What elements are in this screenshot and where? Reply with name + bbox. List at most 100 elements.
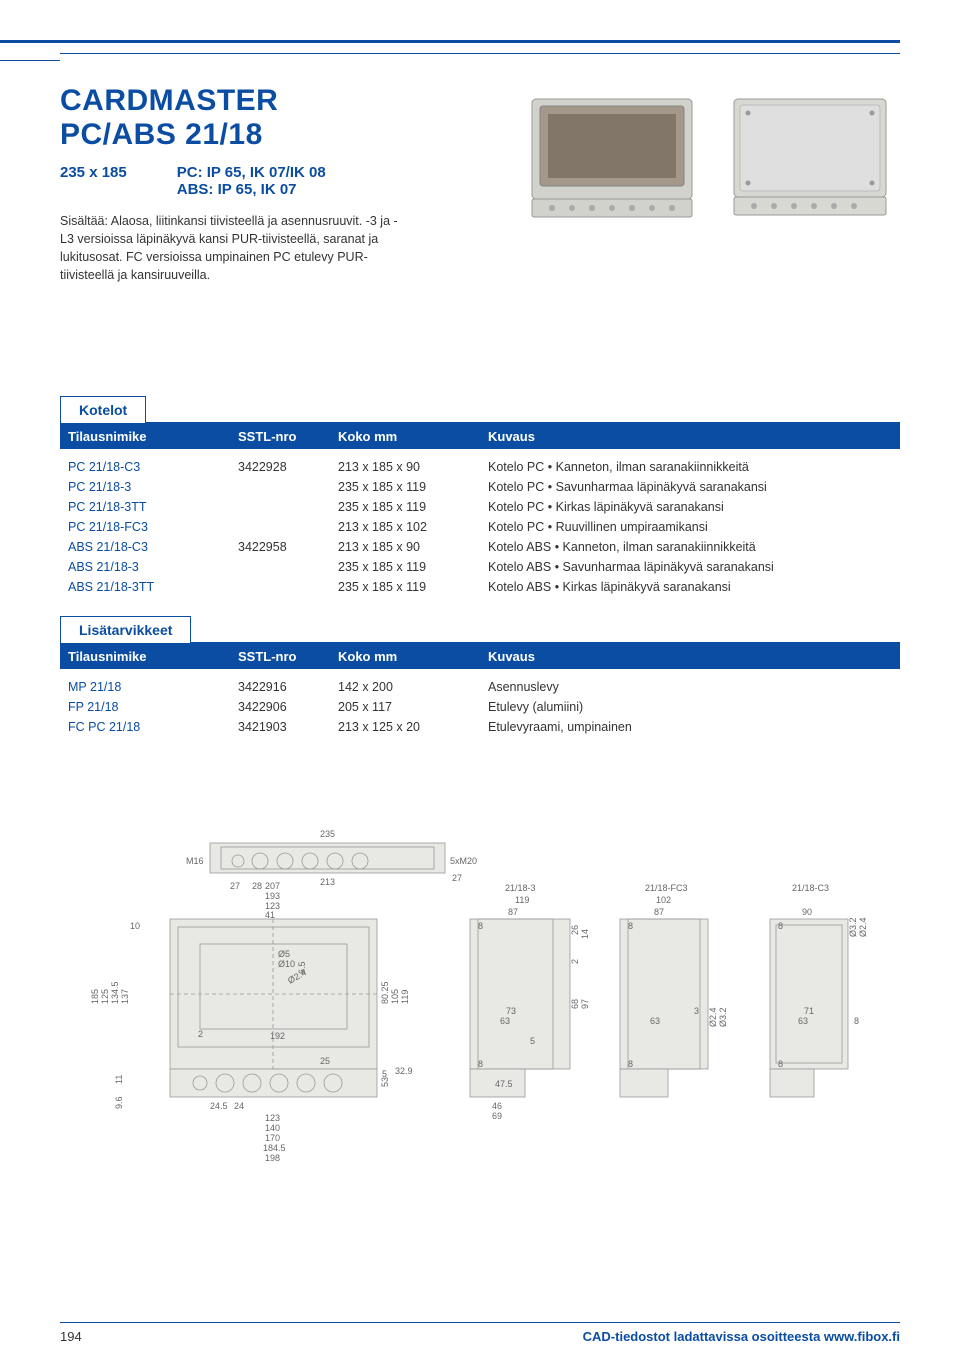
lisatarvikkeet-tab: Lisätarvikkeet — [60, 616, 191, 643]
table-cell: 235 x 185 x 119 — [338, 497, 472, 517]
dim-label: 8 — [628, 921, 633, 931]
table-cell: PC 21/18-C3 — [68, 457, 222, 477]
dim-label: 28 — [252, 881, 262, 891]
spec-dimensions: 235 x 185 — [60, 164, 127, 198]
dim-label: 170 — [265, 1133, 280, 1143]
table-cell: Kotelo ABS • Kanneton, ilman saranakiinn… — [488, 537, 892, 557]
dim-label: 193 — [265, 891, 280, 901]
dim-label: 8 — [854, 1016, 859, 1026]
table-cell: FC PC 21/18 — [68, 717, 222, 737]
dim-label: 80.25 — [380, 981, 390, 1004]
table-cell: Kotelo ABS • Savunharmaa läpinäkyvä sara… — [488, 557, 892, 577]
table-cell: PC 21/18-3 — [68, 477, 222, 497]
table-cell: 213 x 185 x 90 — [338, 537, 472, 557]
dim-label: 63 — [650, 1016, 660, 1026]
kotelot-tab: Kotelot — [60, 396, 146, 423]
table-cell: 3421903 — [238, 717, 322, 737]
dim-label: M16 — [186, 856, 204, 866]
dim-label: 87 — [508, 907, 518, 917]
dim-label: 26 — [570, 924, 580, 934]
lisa-col-nimike: MP 21/18 FP 21/18 FC PC 21/18 — [60, 677, 230, 737]
product-images — [522, 84, 900, 285]
dim-label: 2 — [570, 958, 580, 963]
table-cell: Kotelo PC • Savunharmaa läpinäkyvä saran… — [488, 477, 892, 497]
table-cell: 3422958 — [238, 537, 322, 557]
table-cell: PC 21/18-FC3 — [68, 517, 222, 537]
table-cell: Etulevy (alumiini) — [488, 697, 892, 717]
table-cell: Etulevyraami, umpinainen — [488, 717, 892, 737]
dim-label: 69 — [492, 1111, 502, 1121]
dim-label: 73 — [506, 1006, 516, 1016]
dim-label: 185 — [90, 988, 100, 1003]
dim-label: 8 — [628, 1059, 633, 1069]
dim-label: Ø5 — [278, 949, 290, 959]
dim-label: Ø2.4 — [708, 1007, 718, 1027]
lisatarvikkeet-table: Tilausnimike SSTL-nro Koko mm Kuvaus MP … — [60, 642, 900, 749]
header-text-block: CARDMASTER PC/ABS 21/18 235 x 185 PC: IP… — [60, 84, 502, 285]
side-label: 21/18-3 — [505, 883, 536, 893]
dim-label: Ø2.4 — [858, 917, 868, 937]
table-cell: 3422906 — [238, 697, 322, 717]
product-title-2: PC/ABS 21/18 — [60, 118, 502, 152]
dim-label: 192 — [270, 1031, 285, 1041]
dim-label: 47.5 — [495, 1079, 513, 1089]
table-cell: 142 x 200 — [338, 677, 472, 697]
table-cell — [238, 497, 322, 517]
dim-label: 102 — [656, 895, 671, 905]
page-number: 194 — [60, 1329, 82, 1344]
table-cell: FP 21/18 — [68, 697, 222, 717]
dim-label: 123 — [265, 1113, 280, 1123]
enclosure-opaque-image — [720, 84, 900, 224]
th-kuvaus: Kuvaus — [480, 644, 900, 669]
dim-label: 25 — [320, 1056, 330, 1066]
th-kuvaus: Kuvaus — [480, 424, 900, 449]
table-cell: ABS 21/18-C3 — [68, 537, 222, 557]
table-cell: ABS 21/18-3TT — [68, 577, 222, 597]
th-koko: Koko mm — [330, 424, 480, 449]
table-cell: 235 x 185 x 119 — [338, 577, 472, 597]
table-cell: Kotelo PC • Kirkas läpinäkyvä saranakans… — [488, 497, 892, 517]
page-footer: 194 CAD-tiedostot ladattavissa osoittees… — [60, 1322, 900, 1344]
product-title-1: CARDMASTER — [60, 84, 502, 118]
spec-pc: PC: IP 65, IK 07/IK 08 — [177, 164, 326, 181]
footer-text: CAD-tiedostot ladattavissa osoitteesta w… — [583, 1329, 900, 1344]
dim-label: 140 — [265, 1123, 280, 1133]
technical-drawings: 235 213 M16 5xM20 27 28 27 — [60, 829, 900, 1192]
dim-label: 24.5 — [210, 1101, 228, 1111]
table-cell: MP 21/18 — [68, 677, 222, 697]
dim-label: 8 — [478, 1059, 483, 1069]
kotelot-section: Kotelot Tilausnimike SSTL-nro Koko mm Ku… — [60, 395, 900, 609]
table-cell — [238, 477, 322, 497]
dim-label: 213 — [320, 877, 335, 887]
dim-label: 90 — [802, 907, 812, 917]
table-cell — [238, 557, 322, 577]
dim-label: 8 — [778, 921, 783, 931]
table-cell: Kotelo PC • Kanneton, ilman saranakiinni… — [488, 457, 892, 477]
table-cell: Kotelo ABS • Kirkas läpinäkyvä saranakan… — [488, 577, 892, 597]
dim-label: 5 — [530, 1036, 535, 1046]
dim-label: Ø3.2 — [718, 1007, 728, 1027]
dim-label: 134.5 — [110, 981, 120, 1004]
kotelot-col-sstl: 3422928 3422958 — [230, 457, 330, 597]
dim-label: 119 — [515, 895, 529, 905]
dim-label: 119 — [400, 989, 410, 1003]
side-label: 21/18-C3 — [792, 883, 829, 893]
table-cell: 3422928 — [238, 457, 322, 477]
dim-label: 53 — [380, 1076, 390, 1086]
table-cell: 213 x 125 x 20 — [338, 717, 472, 737]
dim-label: 10 — [130, 921, 140, 931]
table-cell — [238, 577, 322, 597]
kotelot-table: Tilausnimike SSTL-nro Koko mm Kuvaus PC … — [60, 422, 900, 609]
table-cell: ABS 21/18-3 — [68, 557, 222, 577]
table-cell: Asennuslevy — [488, 677, 892, 697]
th-koko: Koko mm — [330, 644, 480, 669]
lisa-col-koko: 142 x 200 205 x 117 213 x 125 x 20 — [330, 677, 480, 737]
dim-label: 14 — [580, 928, 590, 938]
spec-ratings: PC: IP 65, IK 07/IK 08 ABS: IP 65, IK 07 — [177, 164, 326, 198]
dim-label: 9.6 — [114, 1096, 124, 1109]
dim-label: 32.9 — [395, 1066, 413, 1076]
table-cell: 205 x 117 — [338, 697, 472, 717]
dim-label: 5xM20 — [450, 856, 477, 866]
kotelot-col-koko: 213 x 185 x 90 235 x 185 x 119 235 x 185… — [330, 457, 480, 597]
kotelot-table-body: PC 21/18-C3 PC 21/18-3 PC 21/18-3TT PC 2… — [60, 449, 900, 609]
